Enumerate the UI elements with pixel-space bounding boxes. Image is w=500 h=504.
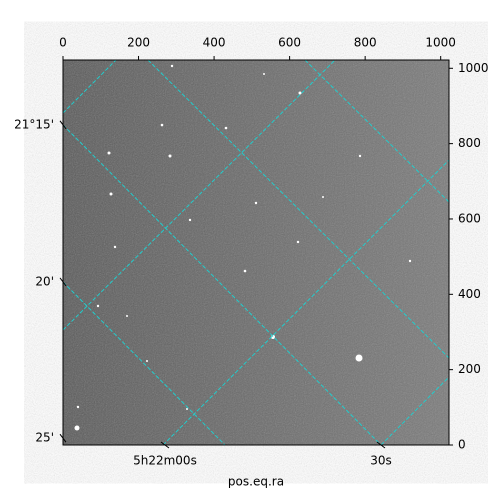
x-tick-label: 600 xyxy=(278,36,301,50)
y-tick-label: 600 xyxy=(458,211,481,225)
dec-tick-label: 21°15' xyxy=(14,117,54,131)
y-tick-label: 200 xyxy=(458,362,481,376)
y-tick-label: 0 xyxy=(458,438,466,452)
dec-tick xyxy=(59,277,67,287)
dec-tick xyxy=(59,120,67,130)
ra-tick-label: 5h22m00s xyxy=(133,454,197,468)
ra-tick xyxy=(376,441,386,449)
ra-tick-label: 30s xyxy=(370,454,392,468)
x-axis-label: pos.eq.ra xyxy=(228,475,284,489)
y-tick-label: 1000 xyxy=(458,61,489,75)
x-tick-label: 0 xyxy=(59,36,67,50)
sky-image xyxy=(62,59,450,446)
ra-tick xyxy=(160,441,170,449)
dec-tick-label: 20' xyxy=(35,274,54,288)
x-tick-label: 400 xyxy=(203,36,226,50)
x-tick-label: 1000 xyxy=(425,36,456,50)
y-tick-label: 400 xyxy=(458,287,481,301)
dec-tick-label: 25' xyxy=(35,431,54,445)
y-tick-label: 800 xyxy=(458,136,481,150)
x-tick-label: 800 xyxy=(354,36,377,50)
dec-tick xyxy=(59,433,67,443)
x-tick-label: 200 xyxy=(127,36,150,50)
